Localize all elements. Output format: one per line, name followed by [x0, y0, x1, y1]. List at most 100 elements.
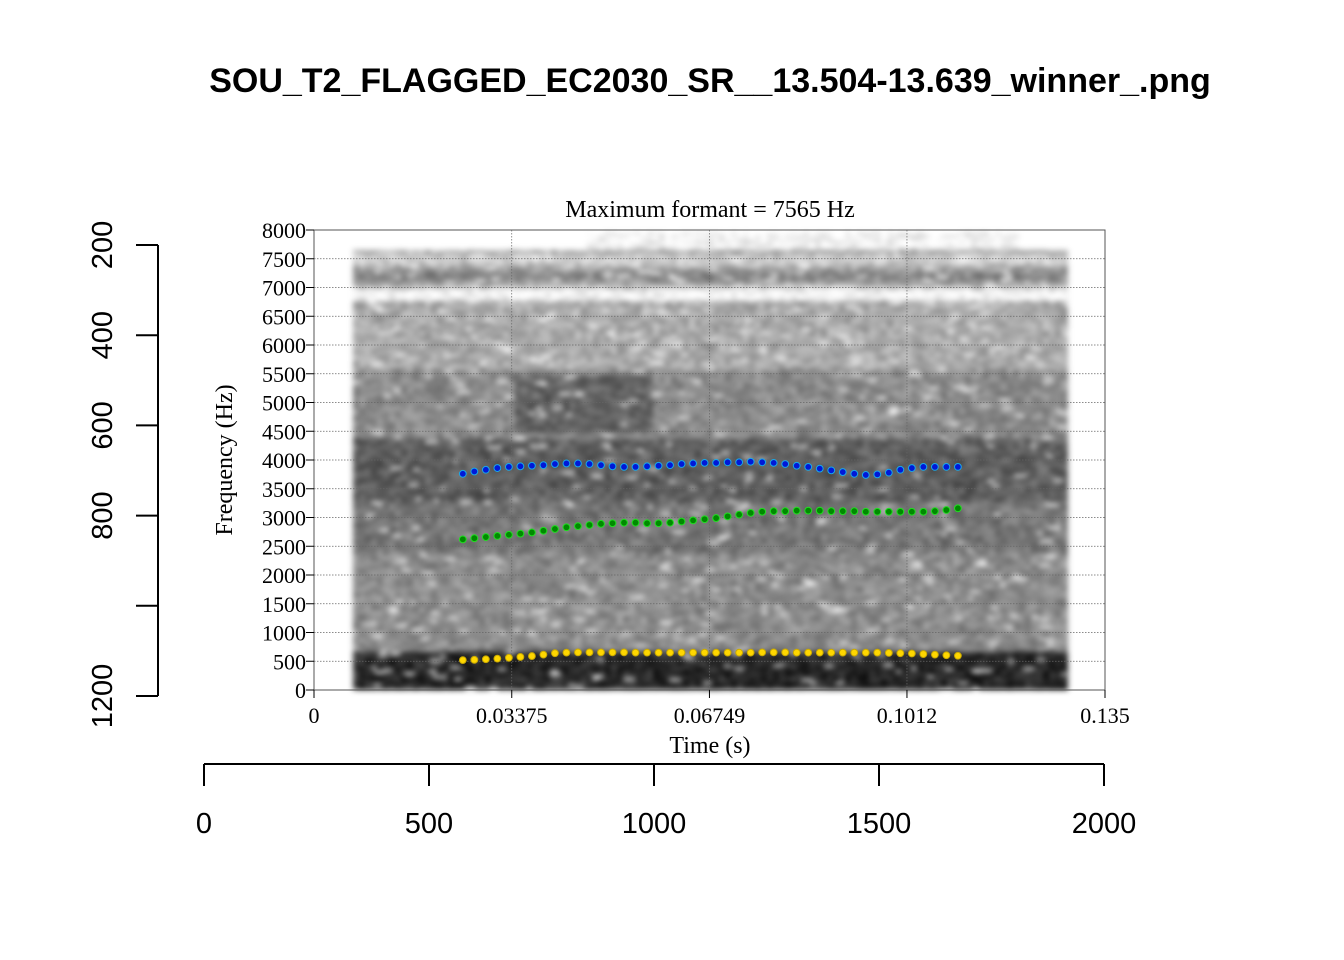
formant-point-f1 [861, 648, 870, 657]
y-tick-label: 500 [273, 649, 306, 674]
outer-left-tick-label: 200 [87, 221, 119, 269]
formant-point-f1 [769, 648, 778, 657]
formant-point-f1 [677, 648, 686, 657]
formant-point-f3 [620, 463, 628, 471]
formant-point-f3 [597, 461, 605, 470]
formant-point-f1 [723, 648, 732, 657]
y-tick-label: 0 [295, 678, 306, 703]
formant-point-f3 [838, 468, 847, 476]
formant-point-f3 [781, 460, 790, 468]
formant-point-f2 [470, 534, 479, 543]
formant-point-f1 [884, 649, 893, 657]
x-tick-label: 0 [309, 703, 320, 728]
formant-point-f1 [481, 655, 490, 664]
formant-point-f1 [850, 648, 859, 657]
outer-bottom-tick-label: 0 [196, 808, 212, 840]
formant-point-f3 [907, 464, 916, 472]
outer-bottom-tick-label: 1500 [847, 808, 912, 840]
formant-point-f3 [827, 466, 836, 475]
formant-point-f2 [746, 509, 755, 517]
formant-point-f2 [896, 507, 905, 516]
formant-point-f1 [919, 650, 928, 658]
formant-point-f1 [954, 651, 962, 660]
formant-point-f3 [919, 463, 928, 471]
outer-left-axis: 200 400 600 800 1200 [87, 221, 159, 728]
formant-point-f1 [804, 648, 813, 657]
formant-point-f1 [700, 648, 709, 657]
y-tick-label: 2500 [262, 534, 306, 559]
x-tick-label: 0.1012 [877, 703, 938, 728]
y-tick-label: 7500 [262, 247, 306, 272]
formant-point-f1 [608, 648, 617, 657]
formant-point-f3 [528, 461, 536, 470]
formant-point-f1 [896, 649, 905, 658]
formant-point-f2 [620, 518, 628, 527]
formant-point-f2 [504, 530, 513, 539]
formant-point-f1 [562, 648, 571, 657]
formant-point-f3 [861, 471, 870, 479]
formant-point-f3 [516, 462, 525, 471]
formant-point-f1 [712, 648, 721, 657]
formant-point-f1 [838, 648, 847, 657]
formant-point-f1 [942, 651, 951, 660]
formant-point-f2 [792, 506, 801, 515]
x-tick-label: 0.03375 [476, 703, 548, 728]
formant-point-f2 [781, 507, 790, 516]
formant-point-f3 [562, 459, 571, 468]
formant-point-f3 [735, 458, 744, 467]
y-axis-label: Frequency (Hz) [212, 384, 238, 535]
formant-point-f1 [873, 648, 882, 657]
formant-point-f2 [804, 506, 813, 515]
outer-bottom-tick-label: 2000 [1072, 808, 1137, 840]
formant-point-f3 [481, 465, 490, 474]
formant-point-f2 [838, 507, 847, 516]
formant-point-f3 [666, 461, 674, 470]
formant-point-f2 [735, 510, 744, 519]
formant-point-f1 [493, 654, 502, 663]
page-title: SOU_T2_FLAGGED_EC2030_SR__13.504-13.639_… [209, 62, 1211, 100]
y-tick-label: 4500 [262, 419, 306, 444]
formant-point-f2 [608, 519, 617, 528]
formant-point-f1 [746, 648, 755, 657]
formant-point-f1 [631, 648, 640, 657]
formant-point-f3 [815, 464, 824, 473]
formant-point-f1 [574, 648, 582, 657]
formant-point-f1 [735, 648, 744, 657]
formant-point-f3 [942, 463, 951, 471]
y-tick-label: 4000 [262, 448, 306, 473]
chart-title: Maximum formant = 7565 Hz [565, 197, 855, 223]
formant-point-f1 [528, 652, 536, 660]
formant-point-f1 [758, 648, 767, 657]
formant-point-f3 [677, 460, 686, 468]
formant-point-f2 [930, 507, 939, 516]
formant-point-f3 [608, 462, 617, 471]
y-tick-label: 6500 [262, 304, 306, 329]
y-tick-label: 3000 [262, 506, 306, 531]
formant-point-f2 [942, 506, 951, 514]
formant-point-f3 [884, 468, 893, 477]
formant-point-f1 [792, 648, 801, 657]
formant-point-f1 [930, 650, 939, 659]
formant-point-f3 [689, 459, 697, 468]
y-tick-label: 5500 [262, 362, 306, 387]
formant-point-f2 [597, 519, 605, 528]
y-tick-label: 3500 [262, 477, 306, 502]
formant-point-f3 [700, 458, 709, 467]
formant-point-f1 [539, 650, 548, 659]
y-tick-label: 5000 [262, 391, 306, 416]
formant-point-f3 [873, 470, 882, 479]
formant-point-f2 [758, 507, 767, 516]
formant-point-f2 [815, 506, 824, 515]
formant-point-f2 [723, 512, 732, 521]
formant-point-f1 [551, 649, 559, 658]
formant-point-f3 [712, 458, 721, 467]
formant-point-f2 [493, 532, 502, 540]
x-tick-label: 0.06749 [674, 703, 746, 728]
formant-point-f3 [654, 461, 663, 470]
formant-point-f1 [654, 648, 663, 657]
formant-points [458, 457, 962, 664]
formant-point-f1 [516, 653, 525, 661]
outer-left-tick-label: 600 [87, 401, 119, 449]
y-tick-label: 7000 [262, 276, 306, 301]
